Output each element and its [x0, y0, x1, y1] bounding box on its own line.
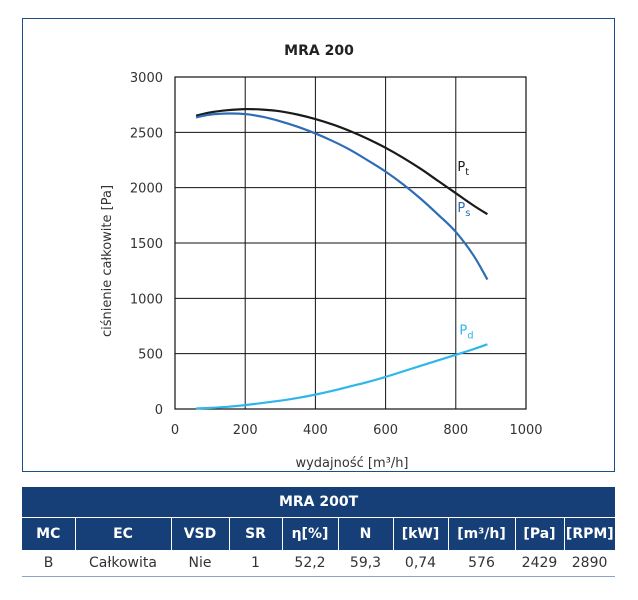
table-header-cell: MC [22, 517, 75, 550]
y-axis-label: ciśnienie całkowite [Pa] [100, 185, 115, 337]
table-header-cell: VSD [170, 517, 229, 550]
table-cell: Całkowita [75, 550, 171, 577]
table-header-cell: [RPM] [563, 517, 616, 550]
table-cell: 1 [229, 550, 282, 577]
x-axis-label: wydajność [m³/h] [295, 456, 408, 471]
series-lines [195, 107, 489, 410]
series-line-pd [196, 343, 488, 410]
x-tick-label: 1000 [509, 423, 542, 438]
y-tick-label: 2500 [130, 126, 163, 141]
x-tick-label: 600 [373, 423, 398, 438]
grid-lines [175, 77, 526, 409]
table-header-cell: EC [74, 517, 171, 550]
series-line-pt [195, 107, 488, 216]
table-header-cell: [Pa] [514, 517, 564, 550]
table-header-cell: [m³/h] [447, 517, 515, 550]
table-cell: Nie [171, 550, 229, 577]
series-line-ps [195, 112, 489, 281]
table-cell: 52,2 [282, 550, 338, 577]
x-tick-label: 200 [233, 423, 258, 438]
table-cell: 576 [448, 550, 515, 577]
x-tick-label: 400 [303, 423, 328, 438]
y-tick-label: 3000 [130, 71, 163, 86]
plot-border [174, 76, 527, 410]
table-header-cell: N [337, 517, 393, 550]
table-cell: 59,3 [338, 550, 393, 577]
y-tick-label: 0 [155, 403, 163, 418]
table-header-row: MC EC VSD SR η[%] N [kW] [m³/h] [Pa] [RPM] [22, 517, 616, 550]
chart-frame: MRA 200 0 200 400 600 800 1000 0 500 1000 1500 200… [22, 18, 615, 472]
spec-table: MRA 200T MC EC VSD SR η[%] N [kW] [m³/h] [Pa] [RP… [22, 487, 616, 577]
x-tick-label: 800 [443, 423, 468, 438]
y-tick-label: 1500 [130, 237, 163, 252]
table-header-cell: η[%] [281, 517, 338, 550]
chart-title: MRA 200 [284, 43, 354, 59]
axes: 0 200 400 600 800 1000 0 500 1000 1500 2000 2500 300… [130, 71, 543, 438]
table-cell: 2890 [564, 550, 616, 577]
series-label-ps: Ps [457, 201, 470, 219]
series-label-pd: Pd [459, 323, 473, 341]
table-cell: 0,74 [393, 550, 448, 577]
table-cell: 2429 [515, 550, 564, 577]
series-label-pt: Pt [457, 160, 469, 178]
series-labels: Pt Ps Pd [457, 160, 473, 341]
y-tick-label: 2000 [130, 182, 163, 197]
y-tick-label: 500 [138, 348, 163, 363]
table-title: MRA 200T [22, 487, 616, 518]
x-tick-label: 0 [171, 423, 179, 438]
table-header-cell: [kW] [392, 517, 448, 550]
table-cell: B [22, 550, 75, 577]
table-header-cell: SR [228, 517, 282, 550]
table-row: B Całkowita Nie 1 52,2 59,3 0,74 576 2429 2890 [22, 550, 616, 577]
performance-chart: MRA 200 0 200 400 600 800 1000 0 500 1000 1500 200… [100, 43, 543, 471]
y-tick-label: 1000 [130, 292, 163, 307]
